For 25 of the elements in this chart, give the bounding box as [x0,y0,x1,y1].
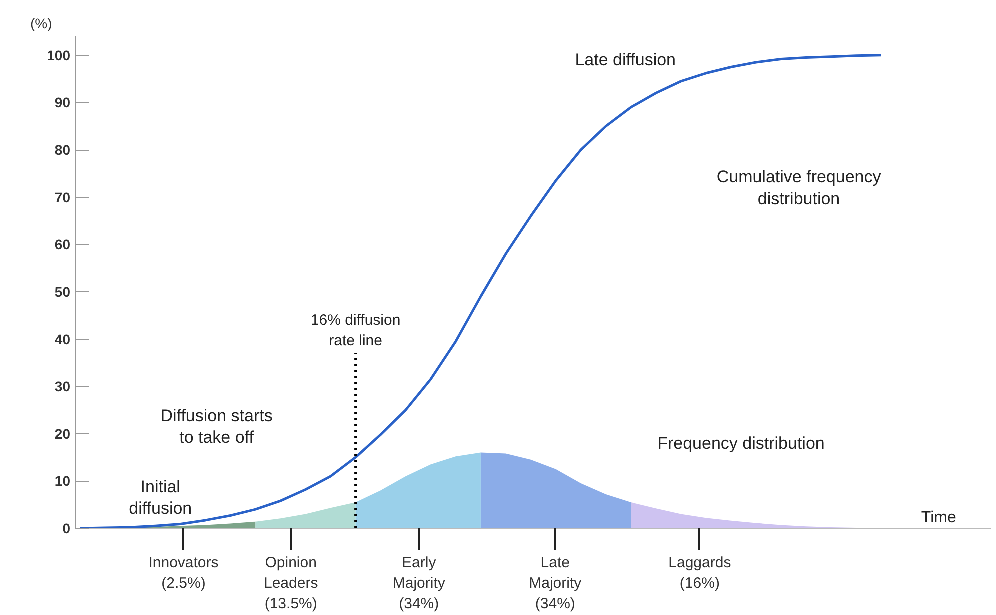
x-axis-title: Time [921,510,956,526]
y-tick-label: 10 [54,473,71,490]
line-series [79,54,883,528]
annotation: Initial diffusion [129,477,192,518]
y-tick-label: 30 [54,378,71,395]
annotation: Diffusion starts to take off [160,406,273,448]
y-tick-label: 90 [54,94,71,111]
text: Laggards (16%) [668,554,732,592]
annotation: Frequency distribution [658,434,825,453]
y-tick-label: 40 [54,331,71,348]
text: Late Majority (34%) [529,554,582,612]
y-tick-label: 50 [54,284,71,300]
y-tick-label: 60 [54,236,71,253]
annotation: 16% diffusion rate line [310,312,401,350]
y-axis-title: (%) [30,16,52,32]
annotation: Cumulative frequency distribution [716,167,882,208]
y-tick-label: 100 [47,47,71,64]
y-tick-label: 0 [62,520,71,536]
text: Innovators (2.5%) [148,554,219,592]
y-tick-label: 70 [54,189,71,206]
y-tick-label: 80 [54,142,71,158]
text: Early Majority (34%) [392,554,446,612]
y-tick-label: 20 [54,426,71,442]
text: Opinion Leaders (13.5%) [264,554,318,612]
annotation: Late diffusion [575,50,676,70]
